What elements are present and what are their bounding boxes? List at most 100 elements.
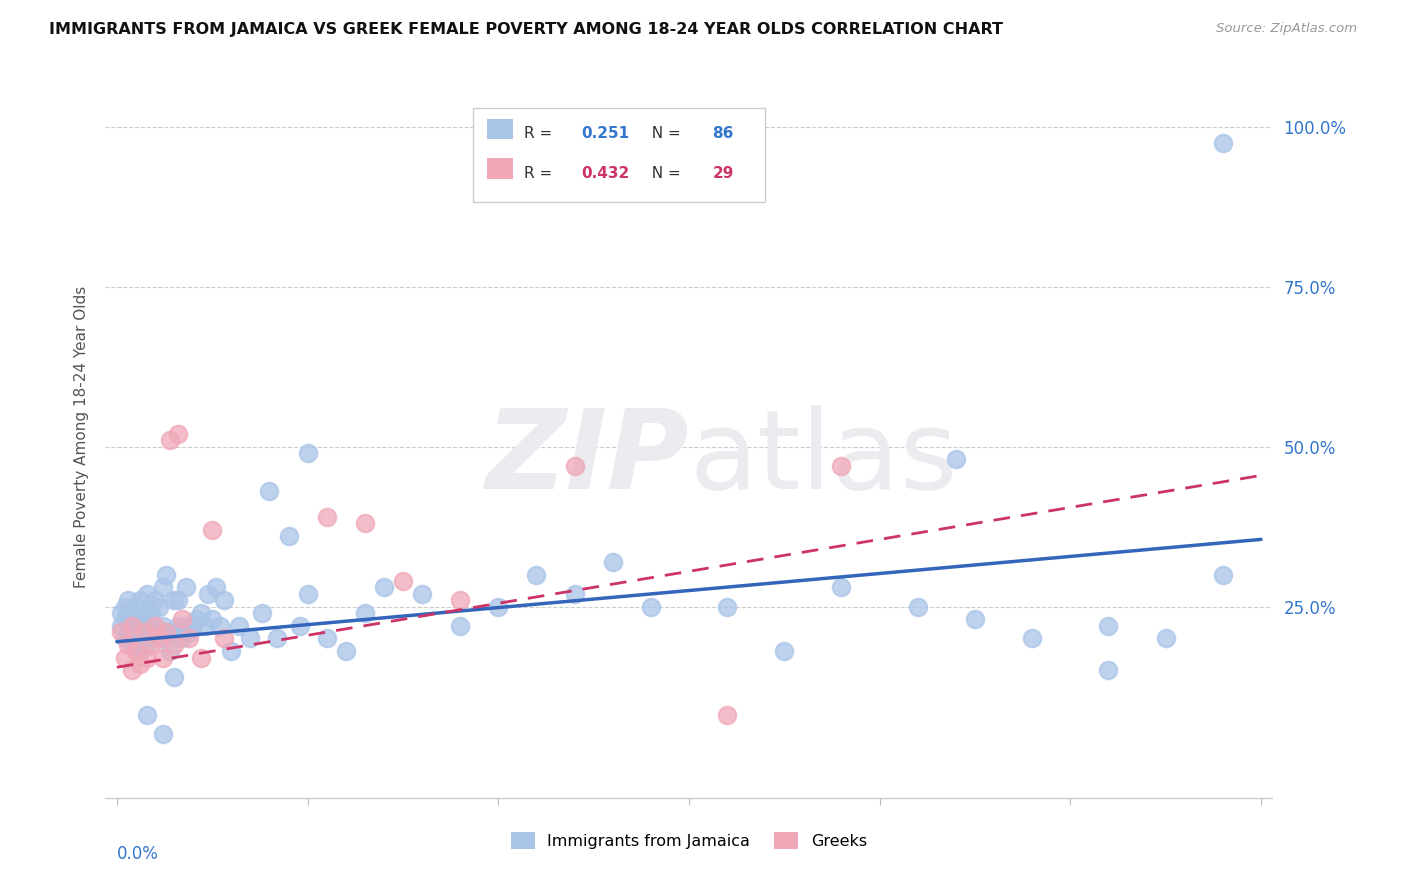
Point <box>117 612 139 626</box>
Legend: Immigrants from Jamaica, Greeks: Immigrants from Jamaica, Greeks <box>505 826 873 855</box>
Point <box>190 606 212 620</box>
Point <box>297 587 319 601</box>
Point <box>174 580 197 594</box>
Point <box>152 650 174 665</box>
Point <box>114 599 136 614</box>
Point <box>716 708 738 723</box>
Text: N =: N = <box>643 166 686 181</box>
Point <box>564 458 586 473</box>
Point <box>136 650 159 665</box>
Point <box>148 632 170 646</box>
Point <box>121 618 143 632</box>
FancyBboxPatch shape <box>486 159 513 179</box>
Point <box>163 670 186 684</box>
Point <box>159 644 181 658</box>
Point <box>121 638 143 652</box>
Point <box>449 618 471 632</box>
Point <box>335 644 357 658</box>
Point <box>121 606 143 620</box>
Point <box>212 632 235 646</box>
Point <box>716 599 738 614</box>
Point <box>167 618 190 632</box>
Point <box>170 612 193 626</box>
Point <box>1097 618 1119 632</box>
Text: R =: R = <box>524 127 558 142</box>
Point <box>136 612 159 626</box>
Point <box>163 593 186 607</box>
Point <box>121 618 143 632</box>
Point <box>141 638 163 652</box>
Point <box>163 638 186 652</box>
Point <box>197 587 219 601</box>
Point <box>110 625 132 640</box>
Point <box>125 644 148 658</box>
Point <box>114 650 136 665</box>
Point <box>373 580 395 594</box>
Point <box>143 593 166 607</box>
Point <box>186 612 208 626</box>
Point <box>170 632 193 646</box>
Point <box>167 593 190 607</box>
Point <box>141 632 163 646</box>
Point <box>208 618 231 632</box>
Point <box>221 644 243 658</box>
Point <box>125 599 148 614</box>
Point <box>250 606 273 620</box>
Point <box>830 580 852 594</box>
Text: 86: 86 <box>713 127 734 142</box>
Text: 0.432: 0.432 <box>582 166 630 181</box>
Point <box>148 599 170 614</box>
Point <box>155 625 177 640</box>
Point <box>128 593 150 607</box>
Point <box>259 484 281 499</box>
Point <box>486 599 509 614</box>
Point <box>117 625 139 640</box>
Point <box>907 599 929 614</box>
Point <box>132 625 155 640</box>
Point <box>179 632 201 646</box>
Point <box>128 618 150 632</box>
Point <box>159 434 181 448</box>
Point <box>167 426 190 441</box>
Point <box>181 618 204 632</box>
FancyBboxPatch shape <box>486 119 513 139</box>
Point <box>143 625 166 640</box>
Text: ZIP: ZIP <box>485 405 689 512</box>
Point <box>125 612 148 626</box>
Point <box>110 618 132 632</box>
Point <box>114 612 136 626</box>
Point <box>564 587 586 601</box>
Point <box>297 446 319 460</box>
Point <box>945 452 967 467</box>
Point <box>152 727 174 741</box>
Point <box>266 632 288 646</box>
Point <box>163 625 186 640</box>
Point <box>277 529 299 543</box>
Point <box>963 612 986 626</box>
Point <box>136 638 159 652</box>
Point <box>201 612 224 626</box>
Point <box>773 644 796 658</box>
Point <box>239 632 262 646</box>
Point <box>117 638 139 652</box>
Y-axis label: Female Poverty Among 18-24 Year Olds: Female Poverty Among 18-24 Year Olds <box>73 286 89 588</box>
Text: IMMIGRANTS FROM JAMAICA VS GREEK FEMALE POVERTY AMONG 18-24 YEAR OLDS CORRELATIO: IMMIGRANTS FROM JAMAICA VS GREEK FEMALE … <box>49 22 1004 37</box>
Point <box>1021 632 1043 646</box>
Point <box>315 632 337 646</box>
Point <box>143 618 166 632</box>
Text: 29: 29 <box>713 166 734 181</box>
Point <box>392 574 415 588</box>
Point <box>141 606 163 620</box>
Point <box>315 510 337 524</box>
Point <box>128 657 150 671</box>
Point <box>117 593 139 607</box>
Point <box>1154 632 1177 646</box>
Point <box>830 458 852 473</box>
FancyBboxPatch shape <box>472 108 765 202</box>
Point <box>1097 664 1119 678</box>
Point <box>640 599 662 614</box>
Point <box>136 708 159 723</box>
Point <box>132 625 155 640</box>
Text: R =: R = <box>524 166 558 181</box>
Point <box>174 618 197 632</box>
